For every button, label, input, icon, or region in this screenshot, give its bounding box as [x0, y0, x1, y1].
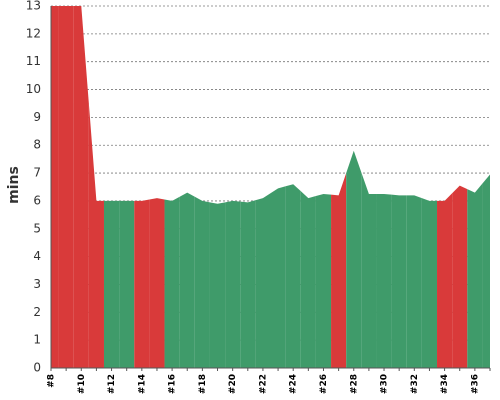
area-segment [225, 200, 241, 368]
y-tick-label: 2 [33, 305, 41, 319]
area-segment [134, 199, 150, 368]
area-segment [209, 202, 226, 368]
x-tick-label: #30 [380, 374, 390, 394]
y-tick-label: 8 [33, 138, 41, 152]
area-segment [406, 195, 422, 368]
area-segment [452, 185, 468, 368]
area-segment [179, 192, 195, 368]
area-segment [119, 200, 135, 368]
area-segment [346, 150, 362, 368]
x-tick-label: #22 [258, 374, 268, 394]
x-tick-label: #10 [77, 374, 87, 394]
area-segment [285, 184, 301, 368]
area-segment [315, 193, 332, 368]
x-tick-label: #24 [289, 374, 299, 394]
x-tick-label: #18 [198, 374, 208, 394]
y-tick-label: 11 [26, 54, 41, 68]
y-tick-label: 12 [26, 26, 41, 40]
y-tick-label: 7 [33, 166, 41, 180]
y-tick-label: 1 [33, 333, 41, 347]
y-tick-label: 13 [26, 0, 41, 13]
y-tick-label: 5 [33, 221, 41, 235]
area-segment [391, 194, 407, 368]
y-axis-label: mins [6, 166, 22, 204]
x-tick-label: #32 [410, 374, 420, 394]
area-segment [149, 198, 165, 368]
area-segment [88, 103, 104, 368]
area-segment [51, 6, 59, 368]
x-tick-label: #14 [137, 374, 147, 394]
x-tick-label: #28 [349, 374, 359, 394]
x-tick-label: #34 [440, 374, 450, 394]
x-tick-label: #16 [168, 374, 178, 394]
area-segment [240, 200, 256, 368]
area-segment [437, 193, 453, 368]
area-segment [300, 191, 316, 368]
y-tick-label: 9 [33, 110, 41, 124]
area-segment [467, 183, 483, 368]
x-tick-label: #36 [470, 374, 480, 394]
area-segment [103, 200, 120, 368]
area-segment [331, 173, 347, 368]
y-tick-label: 4 [33, 249, 41, 263]
x-tick-label: #8 [47, 374, 57, 388]
y-tick-label: 3 [33, 277, 41, 291]
area-segment [421, 198, 438, 368]
area-segment [361, 172, 377, 368]
area-segment [255, 193, 271, 368]
x-tick-label: #26 [319, 374, 329, 394]
area-segment [73, 6, 89, 368]
area-segment [270, 186, 286, 368]
area-segment [164, 196, 180, 368]
y-tick-label: 10 [26, 82, 41, 96]
area-segment [482, 174, 490, 368]
area-segment [58, 6, 74, 368]
y-tick-label: 6 [33, 193, 41, 207]
area-segment [194, 196, 210, 368]
x-tick-label: #20 [228, 374, 238, 394]
y-tick-label: 0 [33, 361, 41, 375]
area-segment [376, 193, 392, 368]
x-tick-label: #12 [107, 374, 117, 394]
